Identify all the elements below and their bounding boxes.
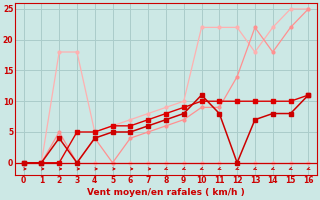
X-axis label: Vent moyen/en rafales ( km/h ): Vent moyen/en rafales ( km/h ) [87, 188, 245, 197]
